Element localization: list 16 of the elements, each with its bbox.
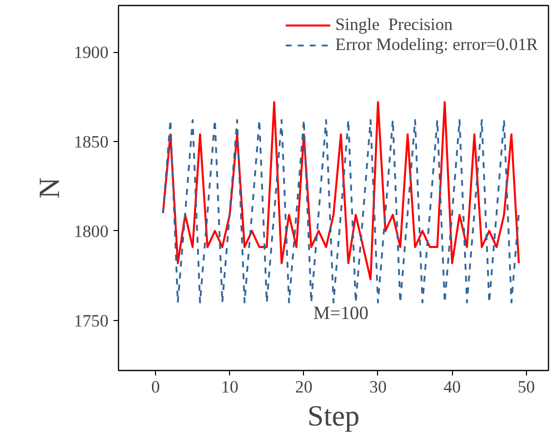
x-tick-label: 0: [151, 378, 160, 396]
y-tick-label: 1850: [74, 132, 108, 152]
y-axis-title: N: [34, 177, 66, 199]
legend-label: Error Modeling: error=0.01R: [335, 35, 538, 55]
x-tick-label: 40: [443, 378, 461, 396]
annotation: M=100: [313, 302, 368, 324]
x-axis-title: Step: [307, 400, 360, 432]
y-tick-label: 1800: [74, 222, 108, 241]
line-series: [162, 101, 520, 280]
x-tick-label: 20: [295, 378, 313, 396]
y-tick-label: 1900: [74, 43, 108, 62]
x-tick-label: 30: [369, 378, 387, 396]
x-tick-label: 10: [221, 378, 238, 396]
legend-label: Single Precision: [335, 15, 453, 35]
x-tick-label: 50: [518, 378, 535, 396]
y-tick-label: 1750: [74, 311, 108, 330]
